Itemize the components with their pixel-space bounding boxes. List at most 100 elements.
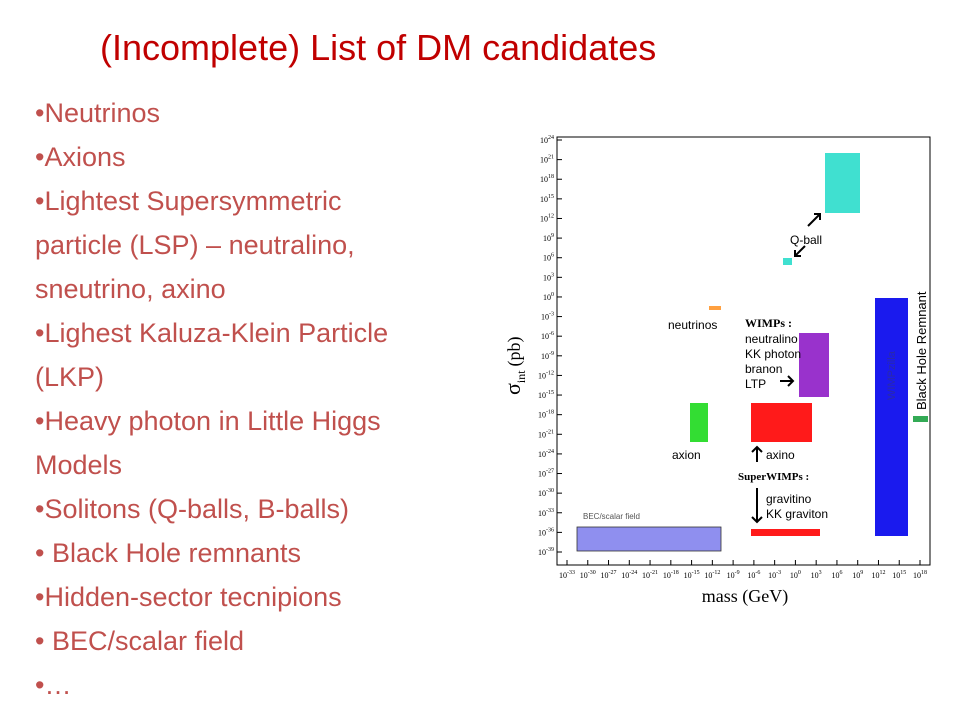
tick-base: 10 bbox=[540, 175, 548, 184]
tick-base: 10 bbox=[727, 571, 735, 580]
tick-base: 10 bbox=[790, 571, 798, 580]
y-tick-label: 1015 bbox=[540, 194, 554, 204]
tick-exponent: -27 bbox=[546, 469, 554, 475]
tick-base: 10 bbox=[543, 293, 551, 302]
label: neutrinos bbox=[668, 318, 717, 332]
tick-exponent: 15 bbox=[548, 194, 554, 200]
label: BEC/scalar field bbox=[583, 512, 640, 521]
tick-base: 10 bbox=[538, 528, 546, 537]
tick-exponent: 6 bbox=[551, 253, 554, 259]
y-tick-label: 103 bbox=[543, 272, 554, 282]
tick-base: 10 bbox=[538, 509, 546, 518]
y-tick-label: 1018 bbox=[540, 174, 554, 184]
bullet-line: •Heavy photon in Little Higgs bbox=[35, 406, 381, 436]
tick-base: 10 bbox=[540, 195, 548, 204]
y-tick-label: 10-18 bbox=[538, 410, 554, 420]
tick-base: 10 bbox=[541, 332, 549, 341]
tick-exponent: -15 bbox=[692, 570, 700, 576]
y-tick-label: 10-30 bbox=[538, 488, 554, 498]
y-axis-label: σint (pb) bbox=[500, 336, 528, 395]
tick-exponent: -30 bbox=[546, 488, 554, 494]
tick-exponent: -18 bbox=[671, 570, 679, 576]
tick-exponent: 15 bbox=[900, 570, 906, 576]
y-label-subscript: int bbox=[514, 370, 528, 383]
x-tick-label: 1015 bbox=[892, 570, 906, 580]
x-tick-label: 106 bbox=[831, 570, 842, 580]
bullet-line: • Black Hole remnants bbox=[35, 538, 301, 568]
label: LTP bbox=[745, 377, 766, 391]
tick-exponent: 21 bbox=[548, 155, 554, 161]
tick-exponent: -9 bbox=[549, 351, 554, 357]
x-tick-label: 1012 bbox=[871, 570, 885, 580]
tick-base: 10 bbox=[541, 313, 549, 322]
bullet-line: particle (LSP) – neutralino, bbox=[35, 230, 355, 260]
tick-base: 10 bbox=[871, 571, 879, 580]
label: Q-ball bbox=[790, 233, 822, 247]
tick-base: 10 bbox=[621, 571, 629, 580]
x-tick-label: 10-21 bbox=[642, 570, 658, 580]
tick-exponent: 24 bbox=[548, 135, 554, 141]
label: WIMPzilla bbox=[886, 350, 898, 400]
x-tick-label: 103 bbox=[811, 570, 822, 580]
tick-base: 10 bbox=[538, 489, 546, 498]
y-tick-label: 1021 bbox=[540, 155, 554, 165]
neutrino-region bbox=[709, 306, 721, 310]
bullet-line: •Neutrinos bbox=[35, 98, 160, 128]
tick-exponent: -3 bbox=[549, 312, 554, 318]
axion-region bbox=[690, 403, 708, 442]
tick-exponent: -3 bbox=[776, 570, 781, 576]
label: SuperWIMPs : bbox=[738, 471, 809, 483]
gravitino-region bbox=[751, 529, 820, 536]
tick-base: 10 bbox=[684, 571, 692, 580]
tick-exponent: -12 bbox=[712, 570, 720, 576]
bullet-line: •… bbox=[35, 670, 71, 700]
tick-exponent: 18 bbox=[921, 570, 927, 576]
y-tick-label: 10-15 bbox=[538, 390, 554, 400]
x-tick-label: 1018 bbox=[913, 570, 927, 580]
tick-exponent: -39 bbox=[546, 547, 554, 553]
tick-exponent: -33 bbox=[567, 570, 575, 576]
tick-base: 10 bbox=[913, 571, 921, 580]
figure bbox=[556, 136, 931, 566]
y-tick-label: 10-33 bbox=[538, 508, 554, 518]
y-tick-label: 1012 bbox=[540, 213, 554, 223]
label: Black Hole Remnant bbox=[914, 291, 929, 410]
tick-exponent: -36 bbox=[546, 527, 554, 533]
tick-exponent: -24 bbox=[629, 570, 637, 576]
bullet-line: •Lightest Supersymmetric bbox=[35, 186, 342, 216]
x-tick-label: 10-15 bbox=[684, 570, 700, 580]
tick-exponent: 12 bbox=[879, 570, 885, 576]
label: KK graviton bbox=[766, 507, 828, 521]
tick-base: 10 bbox=[559, 571, 567, 580]
tick-exponent: 0 bbox=[551, 292, 554, 298]
bullet-line: (LKP) bbox=[35, 362, 104, 392]
x-tick-label: 10-27 bbox=[601, 570, 617, 580]
bullet-line: •Axions bbox=[35, 142, 126, 172]
label: neutralino bbox=[745, 332, 798, 346]
tick-exponent: 18 bbox=[548, 174, 554, 180]
x-tick-label: 100 bbox=[790, 570, 801, 580]
wimpzilla-region bbox=[875, 298, 908, 536]
label: WIMPs : bbox=[745, 316, 792, 330]
y-tick-label: 100 bbox=[543, 292, 554, 302]
tick-base: 10 bbox=[601, 571, 609, 580]
tick-base: 10 bbox=[543, 273, 551, 282]
label: branon bbox=[745, 362, 782, 376]
tick-base: 10 bbox=[540, 136, 548, 145]
tick-base: 10 bbox=[704, 571, 712, 580]
x-axis-label: mass (GeV) bbox=[702, 586, 788, 607]
label: axino bbox=[766, 448, 795, 462]
axino-region bbox=[751, 403, 812, 442]
y-tick-label: 10-9 bbox=[541, 351, 554, 361]
tick-exponent: -27 bbox=[609, 570, 617, 576]
tick-exponent: 3 bbox=[551, 272, 554, 278]
tick-exponent: -6 bbox=[755, 570, 760, 576]
plot-frame bbox=[556, 136, 931, 566]
tick-base: 10 bbox=[538, 391, 546, 400]
x-tick-label: 10-9 bbox=[727, 570, 740, 580]
tick-base: 10 bbox=[543, 234, 551, 243]
tick-base: 10 bbox=[663, 571, 671, 580]
x-tick-label: 10-30 bbox=[580, 570, 596, 580]
y-tick-label: 10-24 bbox=[538, 449, 554, 459]
label: axion bbox=[672, 448, 701, 462]
